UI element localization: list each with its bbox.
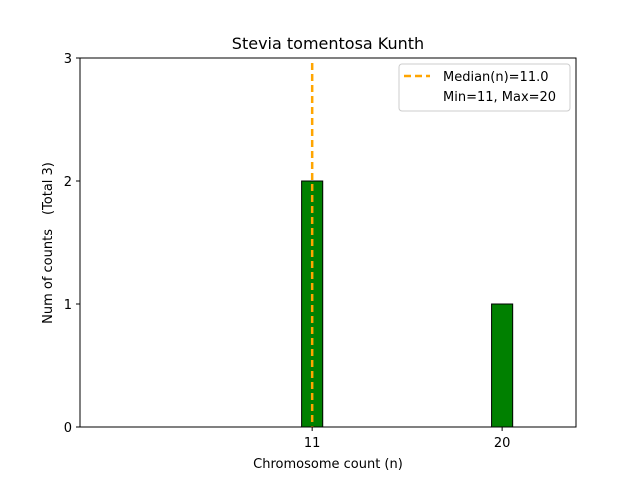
chart-title: Stevia tomentosa Kunth	[232, 34, 424, 53]
x-axis-label: Chromosome count (n)	[253, 457, 403, 472]
plot-frame	[79, 57, 577, 428]
x-tick-label-20: 20	[494, 436, 511, 451]
x-tick-label-11: 11	[304, 436, 321, 451]
y-ticks: 0 1 2 3	[64, 52, 80, 436]
legend: Median(n)=11.0 Min=11, Max=20	[398, 63, 571, 112]
legend-median-label: Median(n)=11.0	[443, 70, 549, 85]
bar-20	[491, 303, 514, 428]
legend-range-label: Min=11, Max=20	[443, 90, 556, 105]
y-axis-label-main: Num of counts	[41, 229, 56, 324]
y-tick-label-1: 1	[64, 298, 72, 313]
y-tick-label-0: 0	[64, 421, 72, 436]
y-axis-label-total: (Total 3)	[41, 162, 56, 215]
y-tick-label-3: 3	[64, 52, 72, 67]
y-axis-label: Num of counts (Total 3)	[41, 162, 56, 324]
legend-box	[398, 63, 571, 112]
y-tick-label-2: 2	[64, 175, 72, 190]
x-ticks: 11 20	[304, 427, 511, 451]
